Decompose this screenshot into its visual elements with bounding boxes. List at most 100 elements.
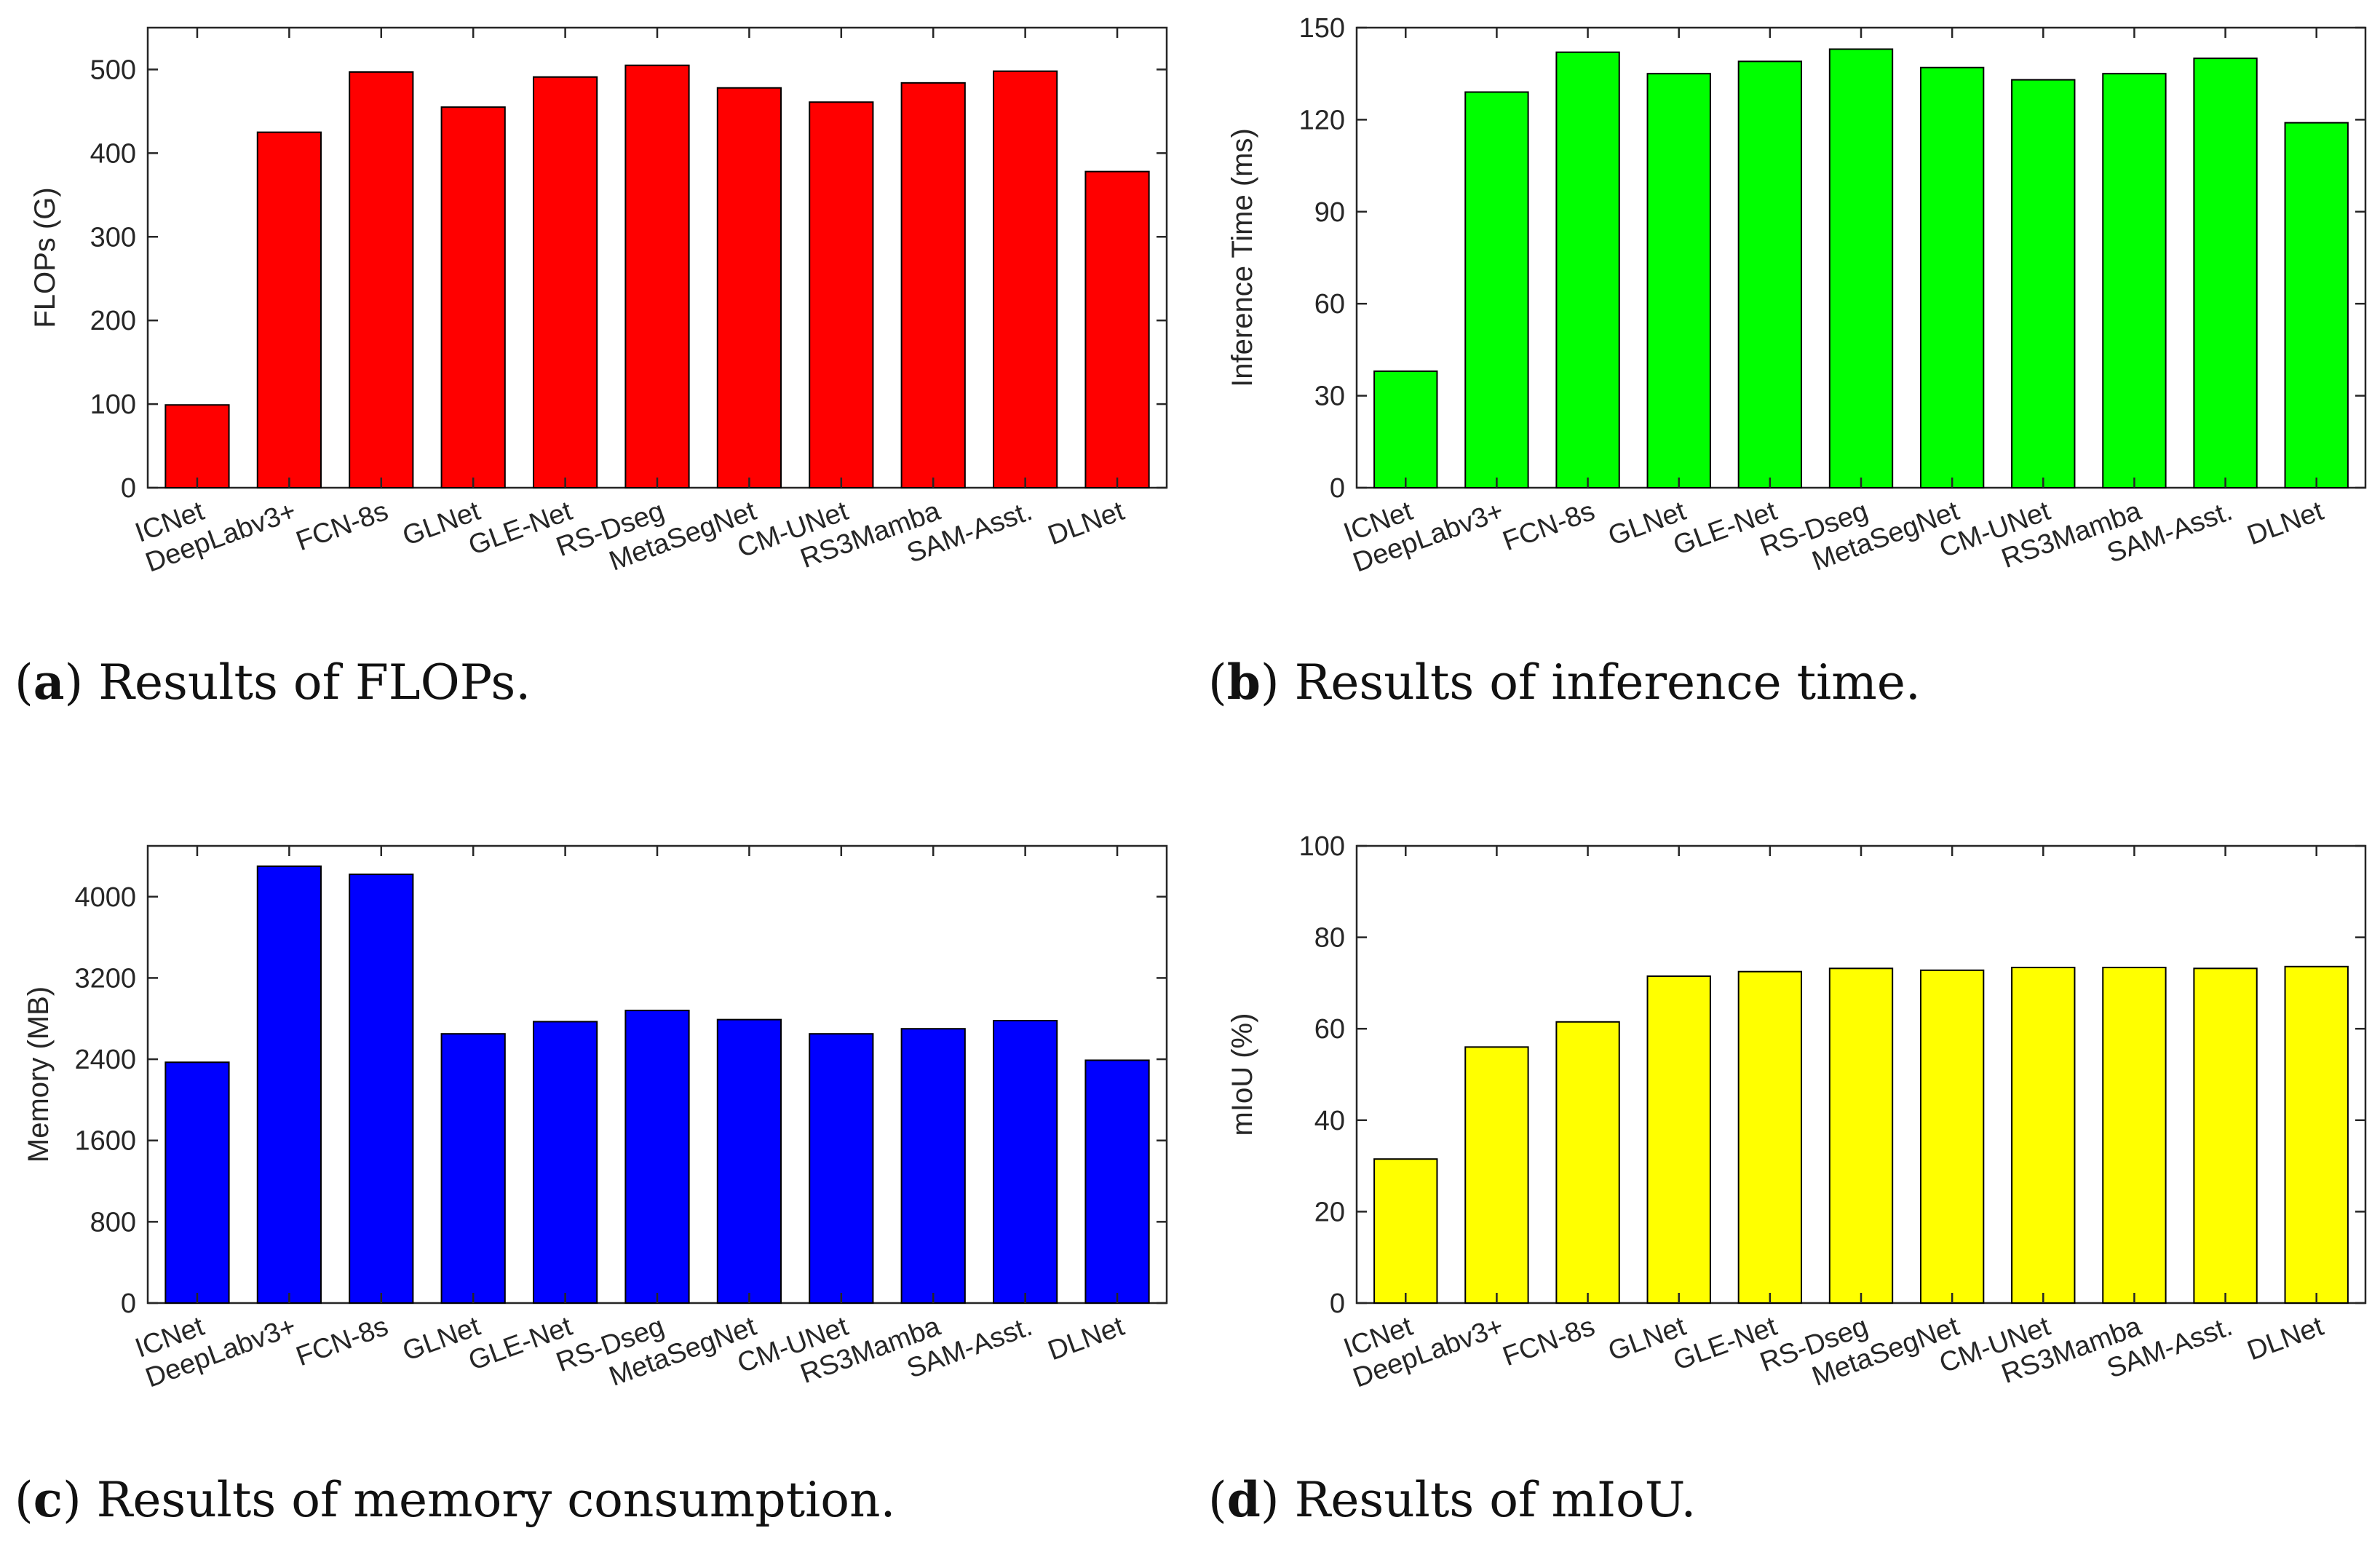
bar-glnet	[1646, 975, 1711, 1304]
bar-glnet	[440, 1033, 506, 1304]
y-tick-label: 0	[121, 473, 136, 504]
y-tick-label: 100	[90, 389, 136, 420]
bar-fcn-8s	[349, 874, 414, 1304]
y-tick-label: 0	[1330, 473, 1345, 504]
bar-fcn-8s	[1555, 1021, 1620, 1305]
x-tick-label: FCN-8s	[1499, 496, 1598, 557]
bar-deeplabv3-	[256, 131, 322, 489]
caption-letter: d	[1227, 1471, 1261, 1528]
y-tick-label: 3200	[74, 963, 136, 994]
x-tick-label: FCN-8s	[292, 1311, 392, 1372]
y-axis-label: Memory (MB)	[23, 986, 55, 1163]
caption-letter: c	[33, 1471, 63, 1528]
bar-dlnet	[1084, 1059, 1150, 1305]
bar-dlnet	[2284, 122, 2349, 488]
bar-fcn-8s	[1555, 51, 1620, 488]
bar-sam-asst-	[2193, 58, 2258, 488]
bar-deeplabv3-	[256, 865, 322, 1304]
bar-rs-dseg	[1828, 967, 1894, 1304]
x-tick-label: FCN-8s	[292, 496, 392, 557]
y-tick-label: 800	[90, 1207, 136, 1238]
bar-icnet	[1373, 370, 1438, 489]
bar-glnet	[1646, 73, 1711, 488]
y-tick-label: 60	[1314, 1014, 1345, 1045]
y-tick-label: 0	[121, 1288, 136, 1319]
caption-text: ) Results of FLOPs.	[65, 654, 531, 710]
bar-gle-net	[532, 76, 598, 488]
caption-open-paren: (	[15, 1472, 33, 1528]
y-tick-label: 100	[1299, 831, 1345, 862]
bar-dlnet	[1084, 170, 1150, 488]
caption-text: ) Results of mIoU.	[1261, 1472, 1696, 1528]
bar-gle-net	[1737, 60, 1803, 488]
bar-gle-net	[532, 1021, 598, 1305]
x-tick-label: FCN-8s	[1499, 1311, 1598, 1372]
y-tick-label: 80	[1314, 923, 1345, 954]
bar-metasegnet	[716, 1018, 782, 1304]
caption-open-paren: (	[1208, 1472, 1227, 1528]
bar-rs3mamba	[2102, 73, 2167, 488]
panel-caption: (d) Results of mIoU.	[1208, 1471, 1696, 1528]
bar-sam-asst-	[993, 70, 1058, 488]
y-tick-label: 500	[90, 55, 136, 85]
caption-text: ) Results of memory consumption.	[63, 1472, 896, 1528]
bar-cm-unet	[2011, 79, 2076, 489]
bar-rs3mamba	[2102, 967, 2167, 1304]
y-tick-label: 20	[1314, 1197, 1345, 1227]
x-tick-label: DLNet	[2243, 496, 2328, 551]
bar-metasegnet	[716, 87, 782, 488]
bar-cm-unet	[809, 1033, 874, 1304]
y-tick-label: 150	[1299, 13, 1345, 44]
y-tick-label: 90	[1314, 197, 1345, 228]
bar-rs-dseg	[1828, 48, 1894, 488]
y-tick-label: 300	[90, 222, 136, 253]
panel-caption: (c) Results of memory consumption.	[15, 1471, 895, 1528]
y-tick-label: 30	[1314, 381, 1345, 412]
bar-gle-net	[1737, 970, 1803, 1304]
bar-rs-dseg	[624, 64, 690, 488]
y-tick-label: 200	[90, 306, 136, 336]
caption-text: ) Results of inference time.	[1261, 654, 1921, 710]
x-tick-label: DLNet	[1044, 1311, 1129, 1366]
caption-letter: b	[1227, 654, 1261, 710]
x-tick-label: DLNet	[1044, 496, 1129, 551]
y-tick-label: 1600	[74, 1126, 136, 1157]
caption-open-paren: (	[15, 654, 33, 710]
caption-letter: a	[33, 654, 65, 710]
bar-glnet	[440, 106, 506, 488]
y-axis-label: mIoU (%)	[1226, 1013, 1258, 1136]
bar-dlnet	[2284, 965, 2349, 1304]
y-tick-label: 60	[1314, 289, 1345, 320]
bar-fcn-8s	[349, 71, 414, 489]
x-tick-label: DLNet	[2243, 1311, 2328, 1366]
bar-deeplabv3-	[1464, 1046, 1529, 1304]
bar-metasegnet	[1919, 969, 1985, 1305]
y-tick-label: 2400	[74, 1045, 136, 1075]
bar-sam-asst-	[2193, 967, 2258, 1304]
bar-rs-dseg	[624, 1010, 690, 1304]
y-tick-label: 400	[90, 138, 136, 169]
y-axis-label: FLOPs (G)	[29, 187, 61, 328]
caption-open-paren: (	[1208, 654, 1227, 710]
bar-cm-unet	[809, 101, 874, 488]
bar-icnet	[164, 404, 230, 488]
bar-icnet	[164, 1061, 230, 1304]
y-tick-label: 40	[1314, 1106, 1345, 1136]
y-axis-label: Inference Time (ms)	[1226, 128, 1258, 387]
bar-metasegnet	[1919, 66, 1985, 489]
y-tick-label: 0	[1330, 1288, 1345, 1319]
panel-caption: (a) Results of FLOPs.	[15, 654, 531, 710]
bar-icnet	[1373, 1158, 1438, 1305]
panel-caption: (b) Results of inference time.	[1208, 654, 1921, 710]
bar-deeplabv3-	[1464, 91, 1529, 489]
y-tick-label: 4000	[74, 882, 136, 913]
bar-rs3mamba	[900, 1028, 966, 1304]
y-tick-label: 120	[1299, 105, 1345, 135]
bar-rs3mamba	[900, 82, 966, 488]
bar-sam-asst-	[993, 1020, 1058, 1304]
